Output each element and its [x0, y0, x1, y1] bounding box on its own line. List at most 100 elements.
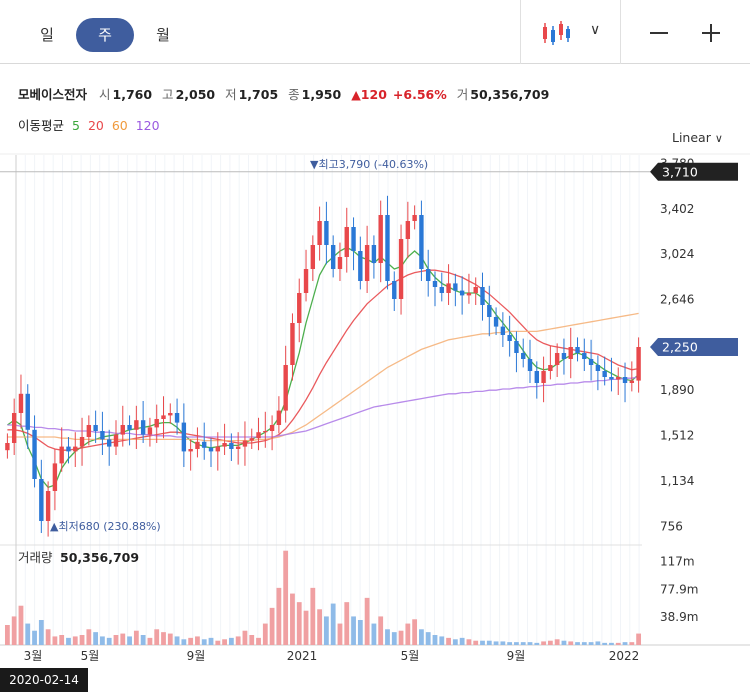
candle-body [507, 335, 512, 341]
volume-bar [32, 630, 37, 645]
volume-bar [113, 635, 119, 645]
volume-bar [622, 642, 628, 645]
period-day-button[interactable]: 일 [40, 26, 54, 44]
candle-body [582, 353, 587, 359]
candle-body [609, 377, 614, 380]
cursor-price-badge: 3,710 [662, 164, 698, 179]
candle-body [93, 425, 98, 431]
candle-body [11, 413, 17, 443]
toolbar-divider [620, 0, 621, 64]
volume-bar [269, 607, 275, 645]
volume-bar [412, 619, 418, 645]
volume-bar [452, 639, 458, 645]
candle-body [575, 347, 580, 353]
ma120-line [7, 376, 639, 438]
volume-bar [364, 597, 370, 645]
price-tick-label: 3,402 [660, 202, 694, 216]
candle-body [378, 215, 383, 263]
volume-bar [79, 635, 85, 645]
candle-body [344, 227, 349, 257]
minus-icon[interactable] [650, 32, 668, 34]
candle-body [561, 353, 567, 359]
volume-bar [167, 633, 173, 645]
volume-bar [337, 623, 343, 645]
candle-body [439, 287, 444, 293]
candle-body [554, 353, 560, 365]
ma-60[interactable]: 60 [111, 118, 128, 133]
period-week-button[interactable]: 주 [76, 18, 134, 52]
change-pct: +6.56% [392, 87, 447, 102]
candle-body [317, 221, 322, 245]
candle-body [283, 365, 288, 411]
candle-body [32, 429, 37, 479]
volume-bar [609, 642, 614, 645]
x-tick-label: 9월 [187, 649, 206, 663]
ma-5[interactable]: 5 [72, 118, 80, 133]
volume-bar [72, 636, 78, 645]
candle-body [140, 420, 146, 435]
candle-body [568, 347, 573, 359]
volume-bar [425, 632, 431, 645]
toolbar-divider [520, 0, 521, 64]
candle-body [297, 293, 302, 323]
volume-bar [330, 603, 336, 645]
chevron-down-icon[interactable]: ∨ [590, 22, 601, 38]
candle-body [229, 443, 234, 449]
candle-body [215, 446, 220, 452]
toolbar: 일 주 월 ∨ [0, 0, 750, 64]
candle-body [527, 359, 533, 371]
volume-tick-label: 38.9m [660, 610, 698, 624]
candle-body [541, 371, 546, 383]
candle-body [459, 290, 465, 296]
volume-bar [276, 587, 282, 645]
ma-20[interactable]: 20 [87, 118, 104, 133]
volume-bar [473, 640, 479, 645]
plus-icon[interactable] [710, 24, 712, 42]
volume-bar [480, 640, 485, 645]
max-marker: ▼최고3,790 (-40.63%) [310, 158, 428, 171]
volume-bar [93, 632, 99, 645]
candle-body [426, 269, 431, 281]
x-tick-label: 9월 [507, 649, 526, 663]
ma-label: 이동평균 [18, 118, 65, 133]
candle-body [616, 377, 621, 380]
candle-body [263, 431, 268, 433]
volume-bar [446, 637, 451, 645]
volume-bar [520, 642, 526, 645]
volume-bar [215, 640, 221, 645]
candle-body [181, 422, 187, 452]
quote-summary: 모베이스전자 시 1,760 고 2,050 저 1,705 종 1,950 ▲120 +… [18, 84, 555, 103]
volume-bar [290, 593, 295, 645]
ma-120[interactable]: 120 [135, 118, 160, 133]
volume-bar [310, 587, 316, 645]
volume-bar [581, 642, 587, 645]
volume-bar [615, 642, 621, 645]
volume-bar [534, 642, 540, 645]
scale-selector[interactable]: Linear ∨ [672, 130, 723, 145]
candle-body [100, 431, 105, 440]
candle-body [256, 432, 261, 439]
x-tick-label: 2022 [609, 649, 640, 663]
volume-bar [133, 630, 139, 645]
candle-body [412, 215, 417, 221]
volume-bar [86, 629, 92, 645]
price-tick-label: 2,646 [660, 292, 694, 306]
volume-bar [18, 605, 24, 645]
volume-bar [208, 637, 214, 645]
volume-bar [351, 616, 356, 645]
x-tick-label: 3월 [24, 649, 43, 663]
candlestick-icon[interactable] [541, 20, 571, 46]
period-month-button[interactable]: 월 [156, 26, 170, 44]
volume-bar [541, 641, 546, 645]
volume-bar [568, 641, 574, 645]
candle-body [405, 221, 411, 239]
volume-bar [242, 630, 248, 645]
volume-bar [52, 636, 58, 645]
volume-bar [25, 623, 31, 645]
candle-body [351, 227, 356, 251]
volume-bar [127, 636, 132, 645]
volume-bar [357, 620, 363, 645]
volume-bar [201, 639, 207, 645]
